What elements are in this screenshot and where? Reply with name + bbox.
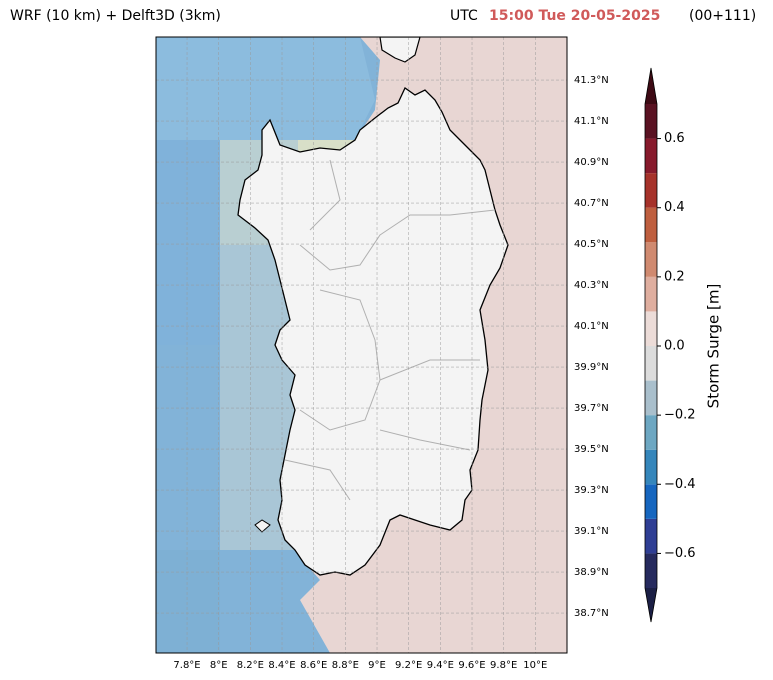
lat-label: 39.9°N [574,362,609,373]
lat-label: 38.7°N [574,608,609,619]
colorbar-band [645,104,657,139]
lat-label: 40.3°N [574,280,609,291]
colorbar-band [645,553,657,588]
lon-label: 9.2°E [395,660,422,671]
colorbar-band [645,207,657,243]
colorbar-band [645,518,657,554]
colorbar-band [645,311,657,346]
colorbar-extend-over [645,68,657,104]
colorbar-extend-under [645,588,657,622]
colorbar-tick-label: 0.0 [664,339,685,354]
map-area [156,37,567,653]
colorbar-label: Storm Surge [m] [705,284,723,409]
lat-label: 39.3°N [574,485,609,496]
colorbar-band [645,138,657,174]
lon-label: 8.8°E [332,660,359,671]
colorbar-band [645,346,657,381]
colorbar-tick-label: −0.4 [664,477,696,492]
ticks: 7.8°E 8°E 8.2°E 8.4°E 8.6°E 8.8°E 9°E 9.2°E 9.4°… [173,75,608,671]
lat-label: 40.1°N [574,321,609,332]
forecast: (00+111) [689,8,756,24]
sea-cell [156,140,220,345]
lon-label: 9.6°E [458,660,485,671]
lat-label: 39.7°N [574,403,609,414]
colorbar-tick-label: 0.4 [664,200,685,215]
lat-label: 39.1°N [574,526,609,537]
lon-label: 8.4°E [268,660,295,671]
lon-label: 7.8°E [173,660,200,671]
lat-label: 41.1°N [574,116,609,127]
grid [156,37,567,653]
utc-label: UTC [450,8,478,24]
sea-north [156,37,375,140]
colorbar: −0.6 −0.4 −0.2 0.0 0.2 0.4 0.6 [644,67,696,623]
colorbar-tick-label: 0.6 [664,131,685,146]
sea-cell [156,550,220,653]
island [254,519,271,533]
map-frame [155,36,568,654]
lon-label: 8.6°E [300,660,327,671]
lon-label: 8.2°E [237,660,264,671]
lat-label: 40.9°N [574,157,609,168]
colorbar-band [645,276,657,312]
lat-label: 39.5°N [574,444,609,455]
region-border [284,159,496,501]
lon-label: 9.8°E [490,660,517,671]
lat-label: 38.9°N [574,567,609,578]
colorbar-tick-label: −0.2 [664,408,696,423]
lon-label: 9°E [368,660,386,671]
colorbar-band [645,484,657,519]
lon-label: 9.4°E [427,660,454,671]
lat-label: 40.7°N [574,198,609,209]
lon-label: 10°E [523,660,547,671]
colorbar-band [645,242,657,277]
colorbar-band [645,449,657,485]
colorbar-band [645,380,657,416]
lat-label: 41.3°N [574,75,609,86]
colorbar-tick-label: −0.6 [664,546,696,561]
corsica [379,37,421,63]
lon-label: 8°E [210,660,228,671]
colorbar-band [645,415,657,450]
lat-label: 40.5°N [574,239,609,250]
left-title: WRF (10 km) + Delft3D (3km) [10,8,221,24]
colorbar-band [645,173,657,208]
datetime: 15:00 Tue 20-05-2025 [489,8,660,24]
colorbar-tick-label: 0.2 [664,269,685,284]
colorbar-outline [644,67,658,623]
